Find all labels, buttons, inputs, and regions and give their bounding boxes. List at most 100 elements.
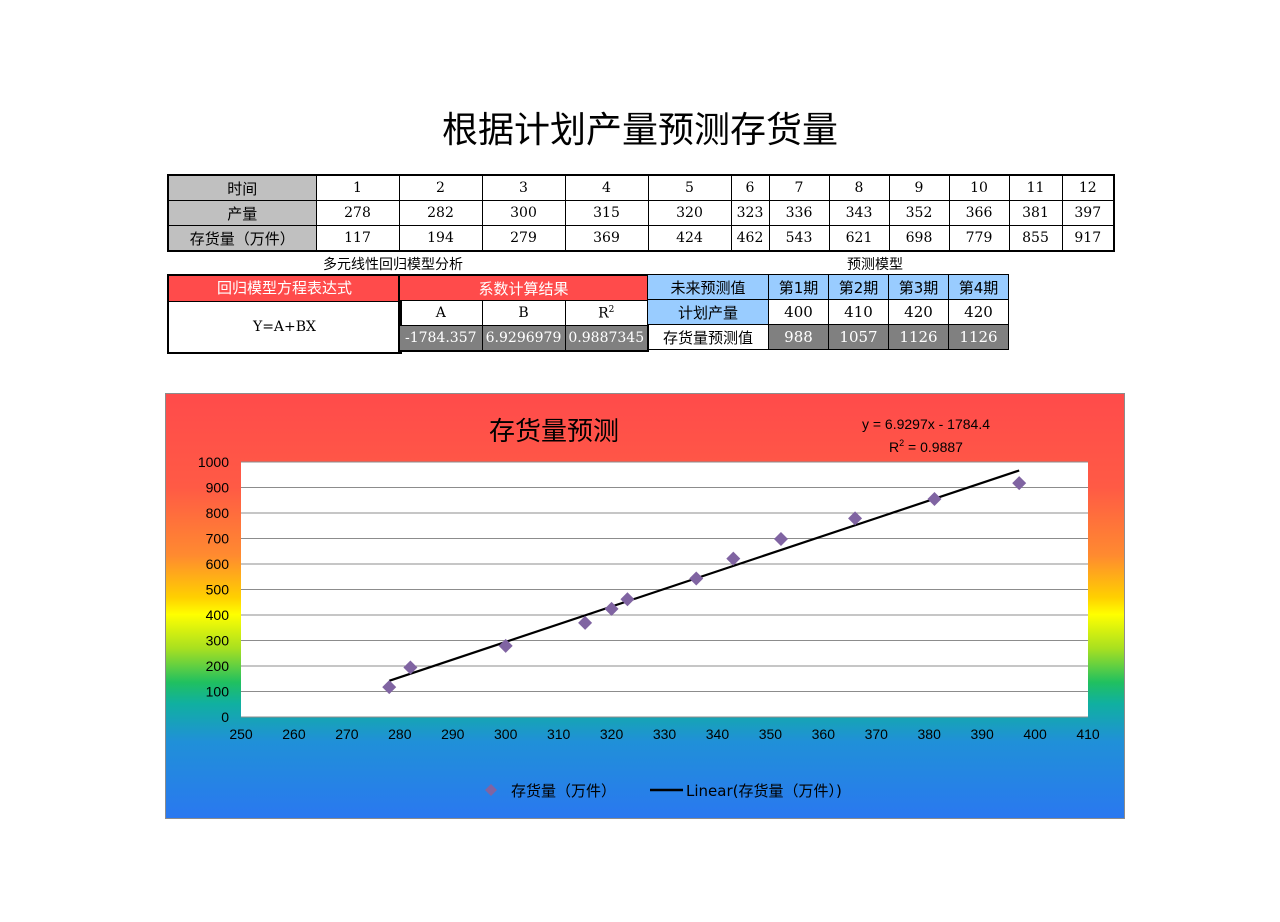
table-cell[interactable]: 12 [1061, 174, 1115, 201]
table-cell[interactable]: 282 [398, 200, 483, 226]
table-cell[interactable]: 2 [398, 174, 483, 201]
data-point-diamond [578, 615, 593, 630]
coef-label-r2[interactable]: R2 [564, 300, 649, 326]
table-cell[interactable]: 5 [647, 174, 732, 201]
inventory-forecast-value[interactable]: 1126 [888, 324, 949, 350]
table-cell[interactable]: 7 [768, 174, 830, 201]
r2-superscript: 2 [608, 304, 615, 315]
table-cell[interactable]: 117 [315, 225, 400, 252]
table-cell[interactable]: 323 [730, 200, 770, 226]
chart-area[interactable]: 存货量预测 y = 6.9297x - 1784.4 R2 = 0.9887 0… [165, 393, 1125, 819]
inventory-forecast-label[interactable]: 存货量预测值 [647, 324, 769, 350]
x-tick-label: 380 [918, 726, 942, 742]
data-point-diamond [689, 571, 704, 586]
legend[interactable]: 存货量（万件） Linear(存货量（万件）) [485, 782, 842, 800]
y-tick-label: 900 [206, 480, 230, 496]
plan-output-label[interactable]: 计划产量 [647, 299, 769, 325]
plan-output-value[interactable]: 410 [828, 299, 889, 325]
row-label-inventory[interactable]: 存货量（万件） [167, 225, 317, 252]
table-cell[interactable]: 543 [768, 225, 830, 252]
coef-label-a[interactable]: A [398, 300, 483, 326]
x-tick-label: 300 [494, 726, 518, 742]
row-label-time[interactable]: 时间 [167, 174, 317, 201]
table-row-inventory: 存货量（万件） 117 194 279 369 424 462 543 621 … [167, 225, 1115, 252]
x-tick-label: 320 [600, 726, 624, 742]
x-tick-label: 360 [812, 726, 836, 742]
table-cell[interactable]: 366 [948, 200, 1010, 226]
table-cell[interactable]: 11 [1008, 174, 1063, 201]
legend-label-points: 存货量（万件） [511, 782, 616, 800]
table-cell[interactable]: 336 [768, 200, 830, 226]
x-tick-label: 350 [759, 726, 783, 742]
data-point-diamond [620, 592, 635, 607]
plan-output-value[interactable]: 420 [888, 299, 949, 325]
table-cell[interactable]: 300 [481, 200, 566, 226]
trendline-equation: y = 6.9297x - 1784.4 [862, 416, 990, 432]
data-point-diamond [773, 532, 788, 547]
y-tick-label: 1000 [198, 454, 229, 470]
table-cell[interactable]: 381 [1008, 200, 1063, 226]
table-cell[interactable]: 462 [730, 225, 770, 252]
prediction-corner[interactable]: 未来预测值 [647, 274, 769, 300]
expression-value[interactable]: Y=A+BX [252, 319, 317, 335]
row-label-output[interactable]: 产量 [167, 200, 317, 226]
table-cell[interactable]: 320 [647, 200, 732, 226]
legend-diamond-icon [485, 784, 497, 796]
table-cell[interactable]: 315 [564, 200, 649, 226]
coef-value-r2[interactable]: 0.9887345 [564, 325, 649, 352]
table-cell[interactable]: 10 [948, 174, 1010, 201]
table-cell[interactable]: 279 [481, 225, 566, 252]
table-cell[interactable]: 779 [948, 225, 1010, 252]
regression-heading: 多元线性回归模型分析 [323, 257, 463, 273]
table-cell[interactable]: 1 [315, 174, 400, 201]
gridlines [241, 461, 1088, 718]
table-cell[interactable]: 369 [564, 225, 649, 252]
table-cell[interactable]: 3 [481, 174, 566, 201]
coefficient-table: 系数计算结果 A B R2 -1784.357 6.9296979 0.9887… [398, 274, 649, 352]
table-cell[interactable]: 855 [1008, 225, 1063, 252]
x-tick-label: 270 [335, 726, 359, 742]
table-cell[interactable]: 343 [828, 200, 890, 226]
inventory-forecast-value[interactable]: 1126 [948, 324, 1009, 350]
table-cell[interactable]: 621 [828, 225, 890, 252]
table-cell[interactable]: 6 [730, 174, 770, 201]
data-table: 时间 1 2 3 4 5 6 7 8 9 10 11 12 产量 278 282… [167, 174, 1115, 252]
plan-output-value[interactable]: 420 [948, 299, 1009, 325]
table-cell[interactable]: 194 [398, 225, 483, 252]
inventory-forecast-value[interactable]: 1057 [828, 324, 889, 350]
x-tick-label: 390 [970, 726, 994, 742]
table-cell[interactable]: 397 [1061, 200, 1115, 226]
period-header[interactable]: 第1期 [768, 274, 829, 300]
x-tick-label: 410 [1076, 726, 1100, 742]
coef-value-b[interactable]: 6.9296979 [481, 325, 566, 352]
inventory-forecast-value[interactable]: 988 [768, 324, 829, 350]
table-cell[interactable]: 9 [888, 174, 950, 201]
x-tick-label: 290 [441, 726, 465, 742]
table-cell[interactable]: 698 [888, 225, 950, 252]
table-cell[interactable]: 8 [828, 174, 890, 201]
data-point-diamond [1012, 476, 1027, 491]
data-point-diamond [382, 680, 397, 695]
table-cell[interactable]: 917 [1061, 225, 1115, 252]
data-point-diamond [726, 551, 741, 566]
table-cell[interactable]: 4 [564, 174, 649, 201]
r2-letter: R [598, 305, 609, 322]
r2-superscript: 2 [899, 438, 904, 448]
table-row-output: 产量 278 282 300 315 320 323 336 343 352 3… [167, 200, 1115, 226]
table-cell[interactable]: 352 [888, 200, 950, 226]
plan-output-value[interactable]: 400 [768, 299, 829, 325]
table-row-time: 时间 1 2 3 4 5 6 7 8 9 10 11 12 [167, 174, 1115, 201]
data-point-diamond [403, 660, 418, 675]
coef-label-b[interactable]: B [481, 300, 566, 326]
table-cell[interactable]: 278 [315, 200, 400, 226]
period-header[interactable]: 第3期 [888, 274, 949, 300]
expression-header[interactable]: 回归模型方程表达式 [169, 276, 400, 302]
coefficient-header[interactable]: 系数计算结果 [398, 274, 649, 301]
period-header[interactable]: 第2期 [828, 274, 889, 300]
table-cell[interactable]: 424 [647, 225, 732, 252]
trendline [388, 469, 1020, 682]
x-tick-label: 370 [865, 726, 889, 742]
period-header[interactable]: 第4期 [948, 274, 1009, 300]
axis-ticks: 0 100 200 300 400 500 600 700 800 900 1000 250 260 27… [198, 454, 1100, 742]
coef-value-a[interactable]: -1784.357 [398, 325, 483, 352]
